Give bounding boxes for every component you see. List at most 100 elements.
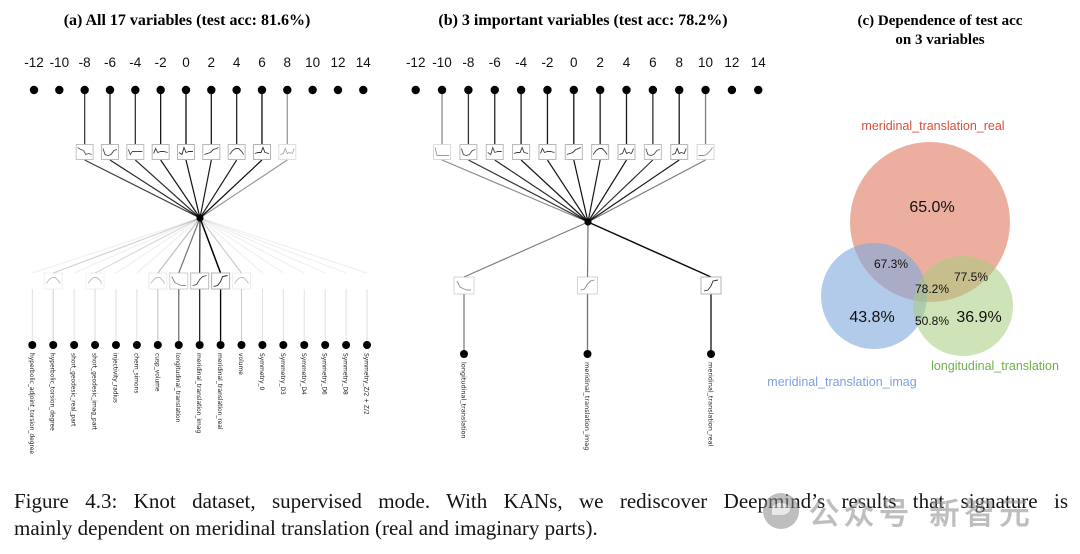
top-node-dot [80,85,89,95]
variable-label: cusp_volume [153,353,159,392]
tick-label: 8 [284,55,292,70]
edge [115,217,201,274]
top-node-dot [437,85,447,95]
spline-curve [204,147,219,155]
input-node-dot [321,341,330,349]
spline-curve [45,277,61,284]
edge [134,159,201,219]
top-node-dot [675,85,684,95]
spline-curve [229,148,245,155]
activation-function-box [453,276,475,295]
top-node-dot [283,85,292,95]
top-node-dot [622,85,631,95]
activation-function-box [643,144,662,160]
tick-label: -12 [406,55,426,70]
spline-curve [254,146,270,154]
edge [157,217,201,274]
venn-region-real-long-value: 77.5% [953,270,989,284]
tick-label: 0 [570,55,578,70]
spline-curve [153,147,168,154]
edge [586,221,589,278]
edge [199,217,305,274]
spline-curve [566,147,582,155]
edge [587,159,680,223]
edge [199,217,263,274]
edge [199,217,222,274]
activation-function-box [459,144,478,160]
edge [463,221,589,278]
input-node-dot [132,341,141,349]
venn-region-real-imag-value: 67.3% [873,257,909,271]
activation-function-box [696,144,715,160]
variable-label: longitudinal_translation [174,353,180,423]
edge [199,159,212,219]
top-node-dot [207,85,216,95]
top-node-dot [29,85,39,95]
variable-label: Symmetry_D6 [321,353,327,395]
top-node-dot [595,85,605,95]
tick-label: 2 [208,55,216,70]
venn-diagram [821,142,1013,356]
variable-label: meridinal_translation_real [216,353,222,430]
variable-label: meridinal_translation_imag [195,353,201,433]
top-node-dot [131,85,140,95]
variable-label: hyperbolic_adjoint_torsion_degree [28,353,34,454]
variable-label: hyperbolic_torsion_degree [49,353,55,431]
activation-function-box [169,272,189,290]
spline-curve [280,147,295,155]
edge [520,159,589,223]
variable-label: longitudinal_translation [460,362,468,439]
variable-label: Symmetry_D3 [279,353,285,395]
input-node-dot [300,341,309,349]
input-node-dot [460,350,468,358]
top-node-dot [55,85,64,95]
edge [199,217,326,274]
edge [587,159,601,223]
spline-curve [213,275,228,287]
panel-b-network: -12 -10 -8 -6 -4 -2 0 2 4 6 8 10 12 14 longitudinal_tr… [406,55,766,450]
venn-region-imag-value: 43.8% [849,309,895,326]
variable-label: short_geodesic_real_part [70,353,76,427]
edge [587,159,654,223]
spline-curve [645,148,660,156]
venn-label-longitudinal-translation: longitudinal_translation [931,359,1059,373]
venn-label-meridinal-translation-imag: meridinal_translation_imag [767,375,917,389]
tick-label: -6 [104,55,116,70]
spline-curve [434,147,450,156]
input-node-dot [342,341,351,349]
edge [136,217,201,274]
input-node-dot [111,341,120,349]
top-node-dot [516,85,526,95]
edge [32,217,201,274]
activation-function-box [227,144,246,160]
input-node-dot [279,341,288,349]
edge [199,217,242,274]
activation-function-box [232,272,251,290]
top-node-dot [156,85,165,95]
caption-line-2: mainly dependent on meridinal translatio… [14,516,598,540]
tick-label: 4 [233,55,241,70]
top-node-dot [754,85,763,95]
tick-label: -2 [155,55,167,70]
edge [185,159,201,219]
variable-label: short_geodesic_imag_part [91,353,97,431]
input-node-dot [49,341,58,349]
panel-c-title-line2: on 3 variables [895,32,985,48]
top-node-dot [464,85,473,95]
panel-c-title-line1: (c) Dependence of test acc [857,13,1023,29]
edge [468,159,589,223]
spline-curve [171,276,186,286]
input-node-dot [237,341,246,349]
edge [587,221,712,278]
tick-label: 12 [724,55,739,70]
spline-curve [513,146,529,154]
activation-function-box [433,144,452,160]
input-node-dot [195,341,204,349]
top-node-dot [333,85,343,95]
panel-c-title: (c) Dependence of test acc on 3 variable… [830,12,1050,48]
venn-region-all-value: 78.2% [914,282,950,296]
variable-label: meridinal_translation_imag [583,362,591,450]
top-node-dot [257,85,267,95]
edge [587,159,706,223]
